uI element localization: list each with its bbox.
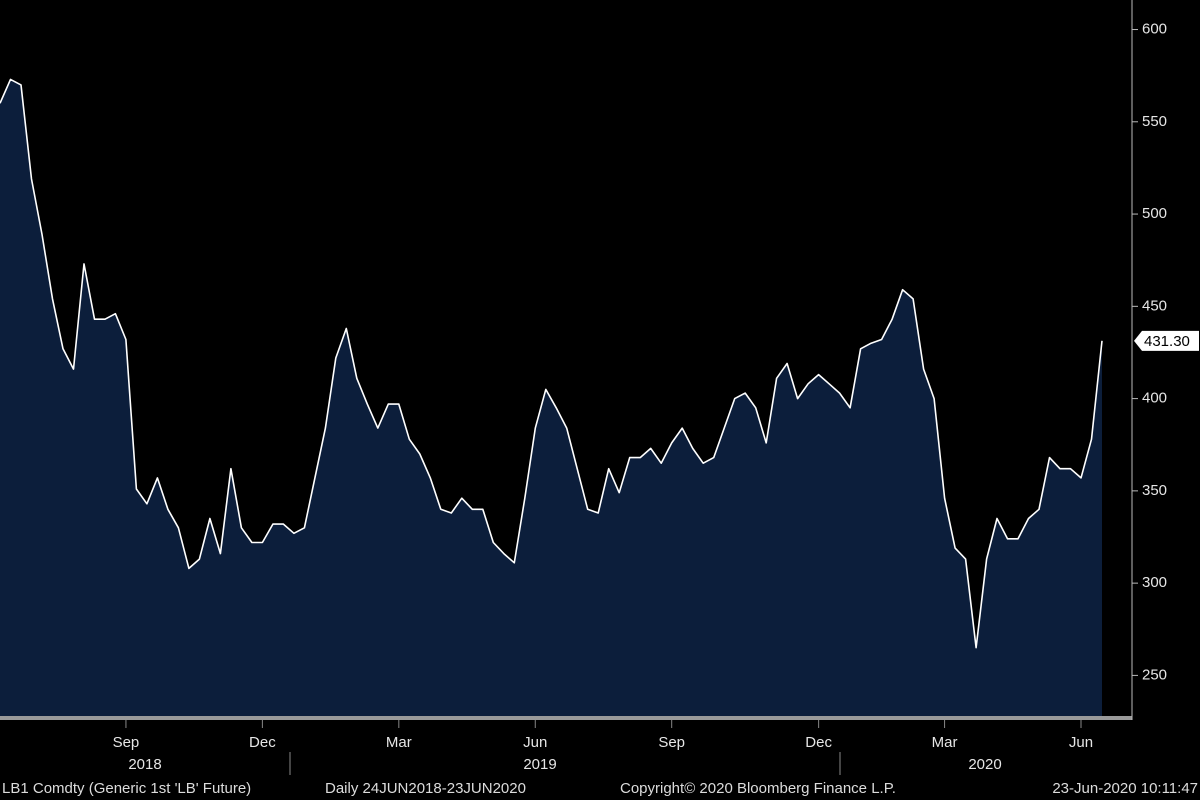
y-tick-label: 250 [1142, 666, 1167, 683]
y-tick-label: 600 [1142, 20, 1167, 37]
x-tick-label: Sep [113, 734, 140, 751]
footer-period: Daily 24JUN2018-23JUN2020 [325, 780, 526, 797]
y-tick-label: 400 [1142, 390, 1167, 407]
footer-security: LB1 Comdty (Generic 1st 'LB' Future) [2, 780, 251, 797]
footer-copyright: Copyright© 2020 Bloomberg Finance L.P. [620, 780, 896, 797]
x-tick-label: Jun [1069, 734, 1093, 751]
footer-timestamp: 23-Jun-2020 10:11:47 [1052, 780, 1198, 797]
year-label: 2018 [128, 756, 161, 773]
y-tick-label: 300 [1142, 574, 1167, 591]
area-fill [0, 79, 1102, 716]
last-price-flag [1134, 330, 1199, 351]
scroll-bar [0, 716, 1132, 720]
x-tick-label: Jun [523, 734, 547, 751]
y-tick-label: 350 [1142, 482, 1167, 499]
x-tick-label: Mar [386, 734, 412, 751]
y-tick-label: 450 [1142, 297, 1167, 314]
plot-area [0, 78, 1103, 716]
x-tick-label: Mar [932, 734, 958, 751]
x-tick-label: Dec [805, 734, 832, 751]
last-price-label: 431.30 [1144, 333, 1190, 350]
price-line [0, 78, 1103, 649]
y-tick-label: 500 [1142, 205, 1167, 222]
x-tick-label: Dec [249, 734, 276, 751]
x-tick-label: Sep [658, 734, 685, 751]
year-label: 2020 [968, 756, 1001, 773]
y-tick-label: 550 [1142, 113, 1167, 130]
year-label: 2019 [523, 756, 556, 773]
